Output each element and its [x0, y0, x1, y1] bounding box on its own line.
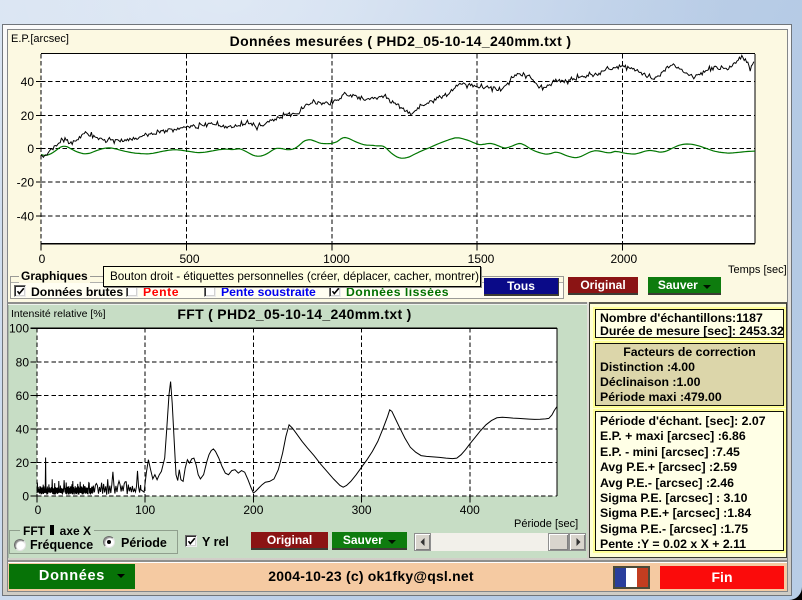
- svg-text:0: 0: [27, 142, 34, 156]
- svg-text:1500: 1500: [468, 252, 495, 266]
- svg-text:1000: 1000: [323, 252, 350, 266]
- svg-text:-40: -40: [17, 209, 35, 223]
- svg-text:0: 0: [35, 503, 42, 517]
- svg-text:40: 40: [16, 422, 30, 436]
- svg-text:2000: 2000: [610, 252, 637, 266]
- svg-text:-20: -20: [17, 176, 35, 190]
- svg-text:400: 400: [460, 503, 480, 517]
- svg-text:80: 80: [16, 355, 30, 369]
- svg-text:0: 0: [39, 252, 46, 266]
- svg-text:0: 0: [22, 490, 29, 504]
- svg-text:40: 40: [21, 75, 35, 89]
- svg-text:500: 500: [179, 252, 199, 266]
- svg-text:60: 60: [16, 389, 30, 403]
- svg-text:200: 200: [243, 503, 263, 517]
- svg-text:100: 100: [9, 322, 29, 336]
- svg-text:300: 300: [352, 503, 372, 517]
- svg-text:20: 20: [16, 456, 30, 470]
- svg-text:100: 100: [135, 503, 155, 517]
- svg-text:20: 20: [21, 109, 35, 123]
